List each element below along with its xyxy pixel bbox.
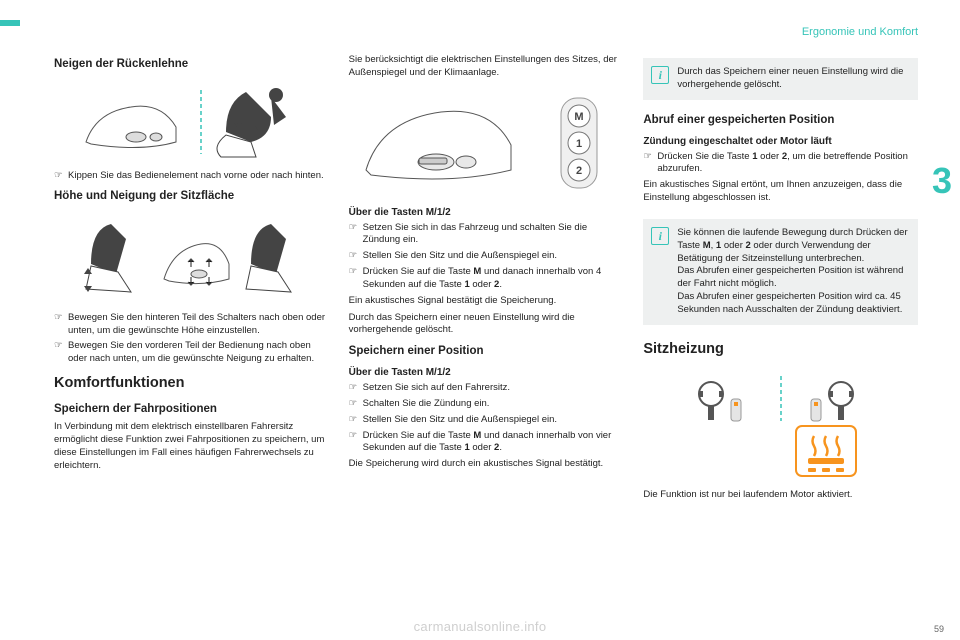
bullet-mark: ☞ <box>54 340 68 366</box>
info-text: Sie können die laufende Bewegung durch D… <box>677 227 910 317</box>
heading-neigen: Neigen der Rückenlehne <box>54 58 329 70</box>
paragraph-signal: Ein akustisches Signal bestätigt die Spe… <box>349 295 624 308</box>
column-2: Sie berücksichtigt die elektrischen Eins… <box>349 54 624 610</box>
bullet-mark: ☞ <box>349 398 363 411</box>
heading-speichern-positionen: Speichern der Fahrpositionen <box>54 403 329 415</box>
figure-height-tilt <box>54 214 329 304</box>
svg-text:M: M <box>574 111 583 123</box>
bullet-mark: ☞ <box>349 382 363 395</box>
heading-hoehe: Höhe und Neigung der Sitzfläche <box>54 190 329 202</box>
paragraph-speichern: In Verbindung mit dem elektrisch einstel… <box>54 421 329 472</box>
bullet-mark: ☞ <box>643 151 657 177</box>
svg-text:2: 2 <box>576 165 582 177</box>
bullet-item: ☞ Stellen Sie den Sitz und die Außenspie… <box>349 250 624 263</box>
heading-zuendung: Zündung eingeschaltet oder Motor läuft <box>643 136 918 147</box>
column-1: Neigen der Rückenlehne <box>54 54 329 610</box>
figure-memory-buttons: M 1 2 <box>349 90 624 195</box>
paragraph-signal-3: Ein akustisches Signal ertönt, um Ihnen … <box>643 179 918 205</box>
bullet-item: ☞ Setzen Sie sich in das Fahrzeug und sc… <box>349 222 624 248</box>
accent-bar <box>0 20 20 26</box>
paragraph-intro: Sie berücksichtigt die elektrischen Eins… <box>349 54 624 80</box>
section-header: Ergonomie und Komfort <box>802 26 918 38</box>
heading-speichern-position: Speichern einer Position <box>349 345 624 357</box>
bullet-text: Bewegen Sie den vorderen Teil der Bedien… <box>68 340 329 366</box>
bullet-mark: ☞ <box>54 312 68 338</box>
bullet-item: ☞ Stellen Sie den Sitz und die Außenspie… <box>349 414 624 427</box>
heading-tasten-m12-2: Über die Tasten M/1/2 <box>349 367 624 378</box>
bullet-mark: ☞ <box>349 414 363 427</box>
page-number: 59 <box>934 624 944 634</box>
info-box-1: i Durch das Speichern einer neuen Einste… <box>643 58 918 100</box>
bullet-text: Schalten Sie die Zündung ein. <box>363 398 490 411</box>
bullet-mark: ☞ <box>54 170 68 183</box>
bullet-text: Kippen Sie das Bedienelement nach vorne … <box>68 170 324 183</box>
chapter-number: 3 <box>932 160 952 202</box>
info-text: Durch das Speichern einer neuen Einstell… <box>677 66 910 92</box>
bullet-text: Drücken Sie auf die Taste M und danach i… <box>363 430 624 456</box>
watermark: carmanualsonline.info <box>0 619 960 634</box>
bullet-item: ☞ Drücken Sie auf die Taste M und danach… <box>349 266 624 292</box>
paragraph-signal-2: Die Speicherung wird durch ein akustisch… <box>349 458 624 471</box>
bullet-text: Setzen Sie sich auf den Fahrersitz. <box>363 382 510 395</box>
heading-komfort: Komfortfunktionen <box>54 375 329 391</box>
heading-tasten-m12: Über die Tasten M/1/2 <box>349 207 624 218</box>
bullet-item: ☞ Drücken Sie die Taste 1 oder 2, um die… <box>643 151 918 177</box>
bullet-item: ☞ Bewegen Sie den hinteren Teil des Scha… <box>54 312 329 338</box>
bullet-mark: ☞ <box>349 222 363 248</box>
figure-backrest-tilt <box>54 82 329 162</box>
paragraph-sitzheizung: Die Funktion ist nur bei laufendem Motor… <box>643 489 918 502</box>
svg-text:1: 1 <box>576 138 582 150</box>
info-box-2: i Sie können die laufende Bewegung durch… <box>643 219 918 325</box>
info-icon: i <box>651 227 669 245</box>
bullet-text: Drücken Sie auf die Taste M und danach i… <box>363 266 624 292</box>
figure-seat-heating <box>643 371 918 481</box>
bullet-mark: ☞ <box>349 430 363 456</box>
bullet-item: ☞ Bewegen Sie den vorderen Teil der Bedi… <box>54 340 329 366</box>
bullet-item: ☞ Setzen Sie sich auf den Fahrersitz. <box>349 382 624 395</box>
bullet-text: Stellen Sie den Sitz und die Außenspiege… <box>363 414 557 427</box>
bullet-item: ☞ Drücken Sie auf die Taste M und danach… <box>349 430 624 456</box>
bullet-text: Setzen Sie sich in das Fahrzeug und scha… <box>363 222 624 248</box>
bullet-text: Drücken Sie die Taste 1 oder 2, um die b… <box>657 151 918 177</box>
heading-abruf: Abruf einer gespeicherten Position <box>643 114 918 126</box>
bullet-mark: ☞ <box>349 250 363 263</box>
paragraph-delete: Durch das Speichern einer neuen Einstell… <box>349 312 624 338</box>
bullet-mark: ☞ <box>349 266 363 292</box>
bullet-text: Stellen Sie den Sitz und die Außenspiege… <box>363 250 557 263</box>
heading-sitzheizung: Sitzheizung <box>643 341 918 357</box>
content-columns: Neigen der Rückenlehne <box>54 54 918 610</box>
bullet-item: ☞ Kippen Sie das Bedienelement nach vorn… <box>54 170 329 183</box>
info-icon: i <box>651 66 669 84</box>
column-3: i Durch das Speichern einer neuen Einste… <box>643 54 918 610</box>
bullet-text: Bewegen Sie den hinteren Teil des Schalt… <box>68 312 329 338</box>
bullet-item: ☞ Schalten Sie die Zündung ein. <box>349 398 624 411</box>
